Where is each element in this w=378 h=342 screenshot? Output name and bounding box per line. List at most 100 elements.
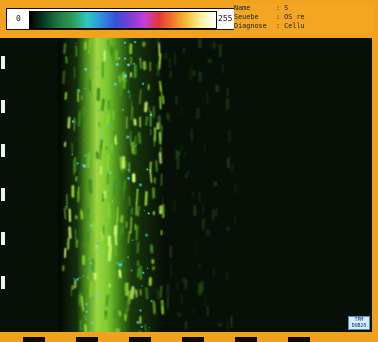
- outer-speckle: [164, 52, 168, 59]
- tissue-streak: [145, 115, 149, 126]
- tissue-dot: [84, 316, 86, 318]
- tissue-dot: [94, 306, 97, 310]
- tissue-streak: [114, 308, 116, 319]
- outer-speckle: [169, 245, 172, 258]
- tissue-dot: [86, 74, 88, 76]
- tissue-streak: [121, 155, 126, 169]
- tissue-dot: [135, 145, 137, 147]
- tissue-streak: [63, 43, 67, 55]
- tissue-streak: [159, 285, 163, 298]
- outer-speckle: [168, 58, 171, 68]
- outer-speckle: [202, 205, 205, 213]
- tissue-dot: [96, 67, 99, 70]
- tissue-dot: [130, 269, 133, 272]
- scale-tick: [1, 276, 5, 289]
- tissue-streak: [152, 105, 156, 118]
- tissue-dot: [78, 90, 81, 93]
- tissue-dot: [71, 120, 75, 123]
- tissue-dot: [97, 293, 102, 297]
- tissue-streak: [96, 87, 101, 102]
- tissue-streak: [100, 241, 105, 255]
- tissue-streak: [150, 128, 152, 136]
- tissue-dot: [76, 162, 79, 165]
- tissue-streak: [123, 283, 126, 291]
- outer-speckle: [215, 85, 219, 92]
- tissue-streak: [100, 98, 105, 112]
- tissue-dot: [75, 42, 77, 44]
- tissue-streak: [126, 116, 128, 129]
- tissue-streak: [65, 55, 68, 64]
- info-row-diagnosis: Diagnose : Cellu: [234, 22, 374, 31]
- tissue-streak: [62, 265, 65, 272]
- tissue-streak: [108, 283, 112, 288]
- tissue-dot: [84, 67, 88, 71]
- badge-line-2: DUB20: [351, 324, 367, 329]
- tissue-streak: [87, 215, 90, 221]
- outer-speckle: [198, 38, 202, 48]
- tissue-streak: [117, 229, 121, 238]
- outer-speckle: [183, 152, 186, 158]
- outer-speckle: [166, 283, 170, 296]
- tissue-streak: [107, 235, 112, 247]
- tissue-streak: [135, 225, 139, 241]
- tissue-streak: [132, 173, 136, 183]
- outer-speckle: [181, 277, 186, 283]
- tissue-streak: [139, 116, 142, 128]
- tissue-streak: [63, 141, 67, 147]
- colorbar-panel: 0 255: [6, 8, 252, 30]
- tissue-streak: [154, 127, 156, 142]
- oct-scan-image[interactable]: [8, 38, 372, 332]
- tissue-dot: [149, 113, 153, 117]
- outer-speckle: [177, 151, 181, 156]
- outer-speckle: [184, 174, 188, 178]
- tissue-streak: [87, 179, 91, 193]
- tissue-streak: [116, 77, 119, 85]
- tissue-streak: [86, 152, 91, 169]
- tissue-streak: [149, 61, 151, 72]
- tissue-dot: [136, 188, 139, 191]
- outer-speckle: [227, 320, 229, 332]
- tissue-dot: [133, 40, 137, 44]
- tissue-dot: [127, 256, 129, 258]
- scale-tick: [1, 100, 5, 113]
- tissue-streak: [66, 193, 68, 210]
- outer-speckle: [195, 241, 196, 255]
- tissue-streak: [142, 41, 146, 47]
- tissue-dot: [109, 303, 112, 306]
- outer-speckle: [180, 144, 183, 151]
- outer-speckle: [200, 281, 204, 292]
- tissue-dot: [85, 310, 88, 313]
- tissue-dot: [89, 261, 93, 265]
- tissue-dot: [141, 82, 145, 85]
- outer-speckle: [230, 316, 233, 328]
- tissue-streak: [117, 327, 120, 332]
- outer-speckle: [226, 272, 229, 281]
- tissue-dot: [102, 195, 104, 197]
- outer-speckle: [202, 218, 205, 230]
- outer-speckle: [180, 294, 183, 304]
- tissue-streak: [127, 231, 131, 244]
- tissue-streak: [147, 84, 150, 91]
- tissue-dots: [65, 40, 153, 332]
- tissue-dot: [131, 239, 134, 241]
- tissue-streak: [136, 260, 140, 267]
- bottom-tick: [76, 337, 98, 342]
- tissue-dot: [89, 224, 93, 228]
- tissue-dot: [81, 164, 84, 166]
- tissue-dot: [101, 251, 104, 254]
- tissue-streak: [128, 162, 131, 173]
- tissue-streak: [149, 161, 152, 172]
- tissue-streak: [84, 324, 88, 332]
- tissue-dot: [84, 154, 87, 157]
- tissue-streak: [160, 84, 163, 96]
- tissue-dot: [122, 108, 124, 111]
- outer-speckle: [156, 64, 160, 77]
- outer-speckle: [189, 66, 193, 80]
- tissue-streak: [122, 182, 126, 199]
- outer-speckle: [213, 181, 218, 186]
- tissue-streak: [152, 187, 156, 199]
- tissue-streak: [153, 303, 157, 314]
- outer-speckle: [175, 150, 179, 159]
- tissue-dot: [146, 267, 149, 270]
- tissue-streak: [106, 173, 110, 185]
